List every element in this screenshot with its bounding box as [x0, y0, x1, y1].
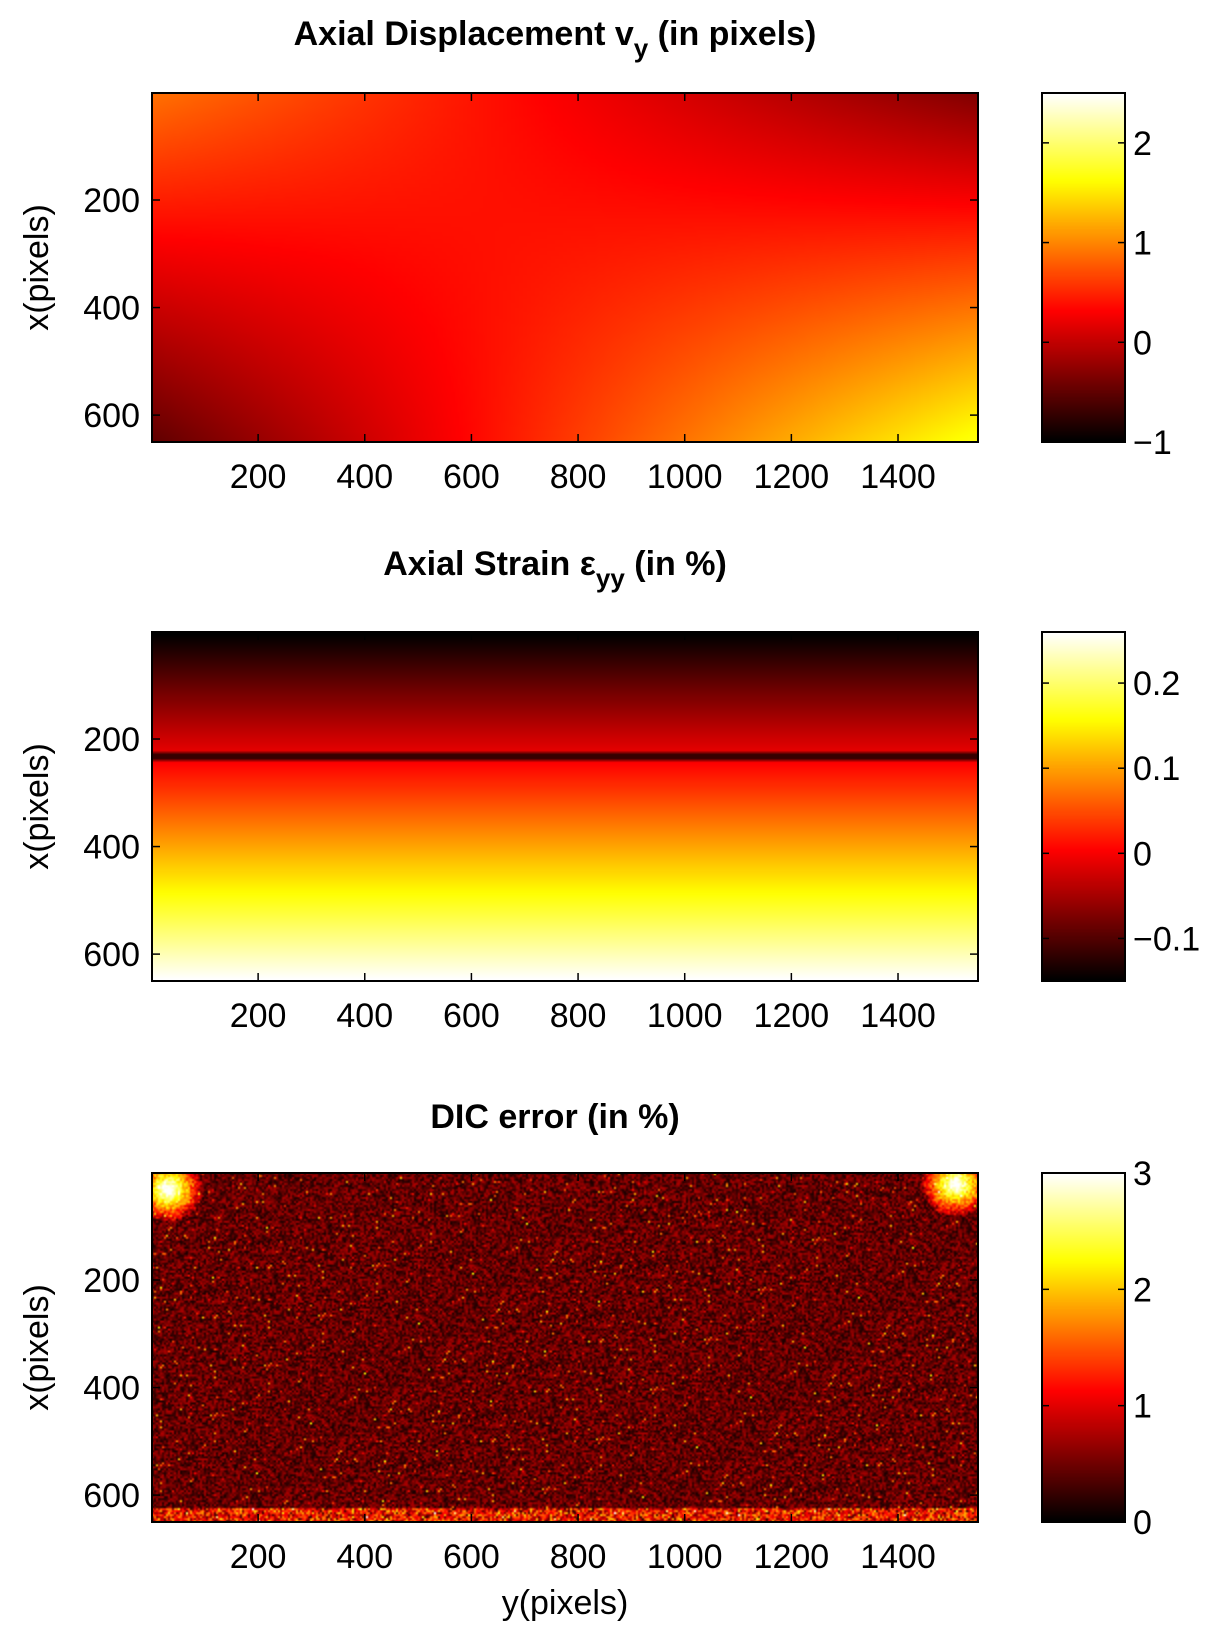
y-tick-label: 200 — [83, 721, 140, 759]
colorbar-box — [1041, 1172, 1126, 1523]
x-tick-label: 1400 — [860, 1538, 936, 1576]
colorbar-tick-label: −1 — [1133, 424, 1172, 462]
x-tick-label: 400 — [336, 1538, 393, 1576]
colorbar-box — [1041, 631, 1126, 982]
x-tick-label: 600 — [443, 458, 500, 496]
colorbar-tick-label: 0 — [1133, 1504, 1152, 1542]
colorbar — [1042, 1173, 1125, 1522]
x-tick-label: 1000 — [647, 1538, 723, 1576]
colorbar — [1042, 93, 1125, 442]
colorbar-tick-label: 2 — [1133, 125, 1152, 163]
colorbar-tick-label: 2 — [1133, 1271, 1152, 1309]
x-tick-label: 200 — [230, 458, 287, 496]
y-tick-label: 600 — [83, 397, 140, 435]
x-tick-label: 800 — [550, 1538, 607, 1576]
colorbar-tick-label: 0.2 — [1133, 665, 1180, 703]
y-axis-label: x(pixels) — [18, 1284, 56, 1411]
heatmap-image — [152, 1173, 978, 1522]
y-axis-label: x(pixels) — [18, 743, 56, 870]
colorbar-tick-label: 0 — [1133, 324, 1152, 362]
x-tick-label: 1200 — [754, 997, 830, 1035]
x-axis-label: y(pixels) — [502, 1584, 629, 1622]
x-tick-label: 1000 — [647, 458, 723, 496]
colorbar — [1042, 632, 1125, 981]
colorbar-tick-label: 1 — [1133, 225, 1152, 263]
x-tick-label: 200 — [230, 997, 287, 1035]
subplot-1: Axial Displacement vy (in pixels) 200 400 6… — [18, 15, 1172, 496]
heatmap-image — [152, 632, 978, 981]
y-tick-label: 600 — [83, 936, 140, 974]
colorbar-tick-label: −0.1 — [1133, 920, 1200, 958]
x-tick-label: 200 — [230, 1538, 287, 1576]
axes-box — [151, 1172, 979, 1523]
x-tick-label: 1200 — [754, 1538, 830, 1576]
x-tick-label: 1200 — [754, 458, 830, 496]
heatmap-image — [152, 93, 978, 442]
chart-title: Axial Displacement vy (in pixels) — [294, 15, 817, 63]
y-axis-label: x(pixels) — [18, 204, 56, 331]
colorbar-tick-label: 3 — [1133, 1155, 1152, 1193]
y-tick-label: 400 — [83, 1370, 140, 1408]
y-tick-label: 200 — [83, 182, 140, 220]
x-tick-label: 600 — [443, 1538, 500, 1576]
y-tick-label: 400 — [83, 290, 140, 328]
y-tick-label: 400 — [83, 829, 140, 867]
colorbar-tick-label: 0 — [1133, 835, 1152, 873]
subplot-2: Axial Strain εyy (in %) 200 400 600 800 1000 1… — [18, 545, 1200, 1035]
y-tick-label: 600 — [83, 1477, 140, 1515]
subplot-3: DIC error (in %)200 400 600 800 1000 1200 1400… — [18, 1098, 1152, 1622]
x-tick-label: 800 — [550, 458, 607, 496]
colorbar-tick-label: 1 — [1133, 1388, 1152, 1426]
x-tick-label: 400 — [336, 458, 393, 496]
x-tick-label: 1400 — [860, 997, 936, 1035]
axes-box — [151, 92, 979, 443]
colorbar-box — [1041, 92, 1126, 443]
chart-title: DIC error (in %) — [430, 1098, 679, 1136]
x-tick-label: 800 — [550, 997, 607, 1035]
x-tick-label: 1000 — [647, 997, 723, 1035]
x-tick-label: 600 — [443, 997, 500, 1035]
x-tick-label: 400 — [336, 997, 393, 1035]
x-tick-label: 1400 — [860, 458, 936, 496]
chart-title: Axial Strain εyy (in %) — [383, 545, 727, 593]
y-tick-label: 200 — [83, 1262, 140, 1300]
colorbar-tick-label: 0.1 — [1133, 750, 1180, 788]
axes-box — [151, 631, 979, 982]
